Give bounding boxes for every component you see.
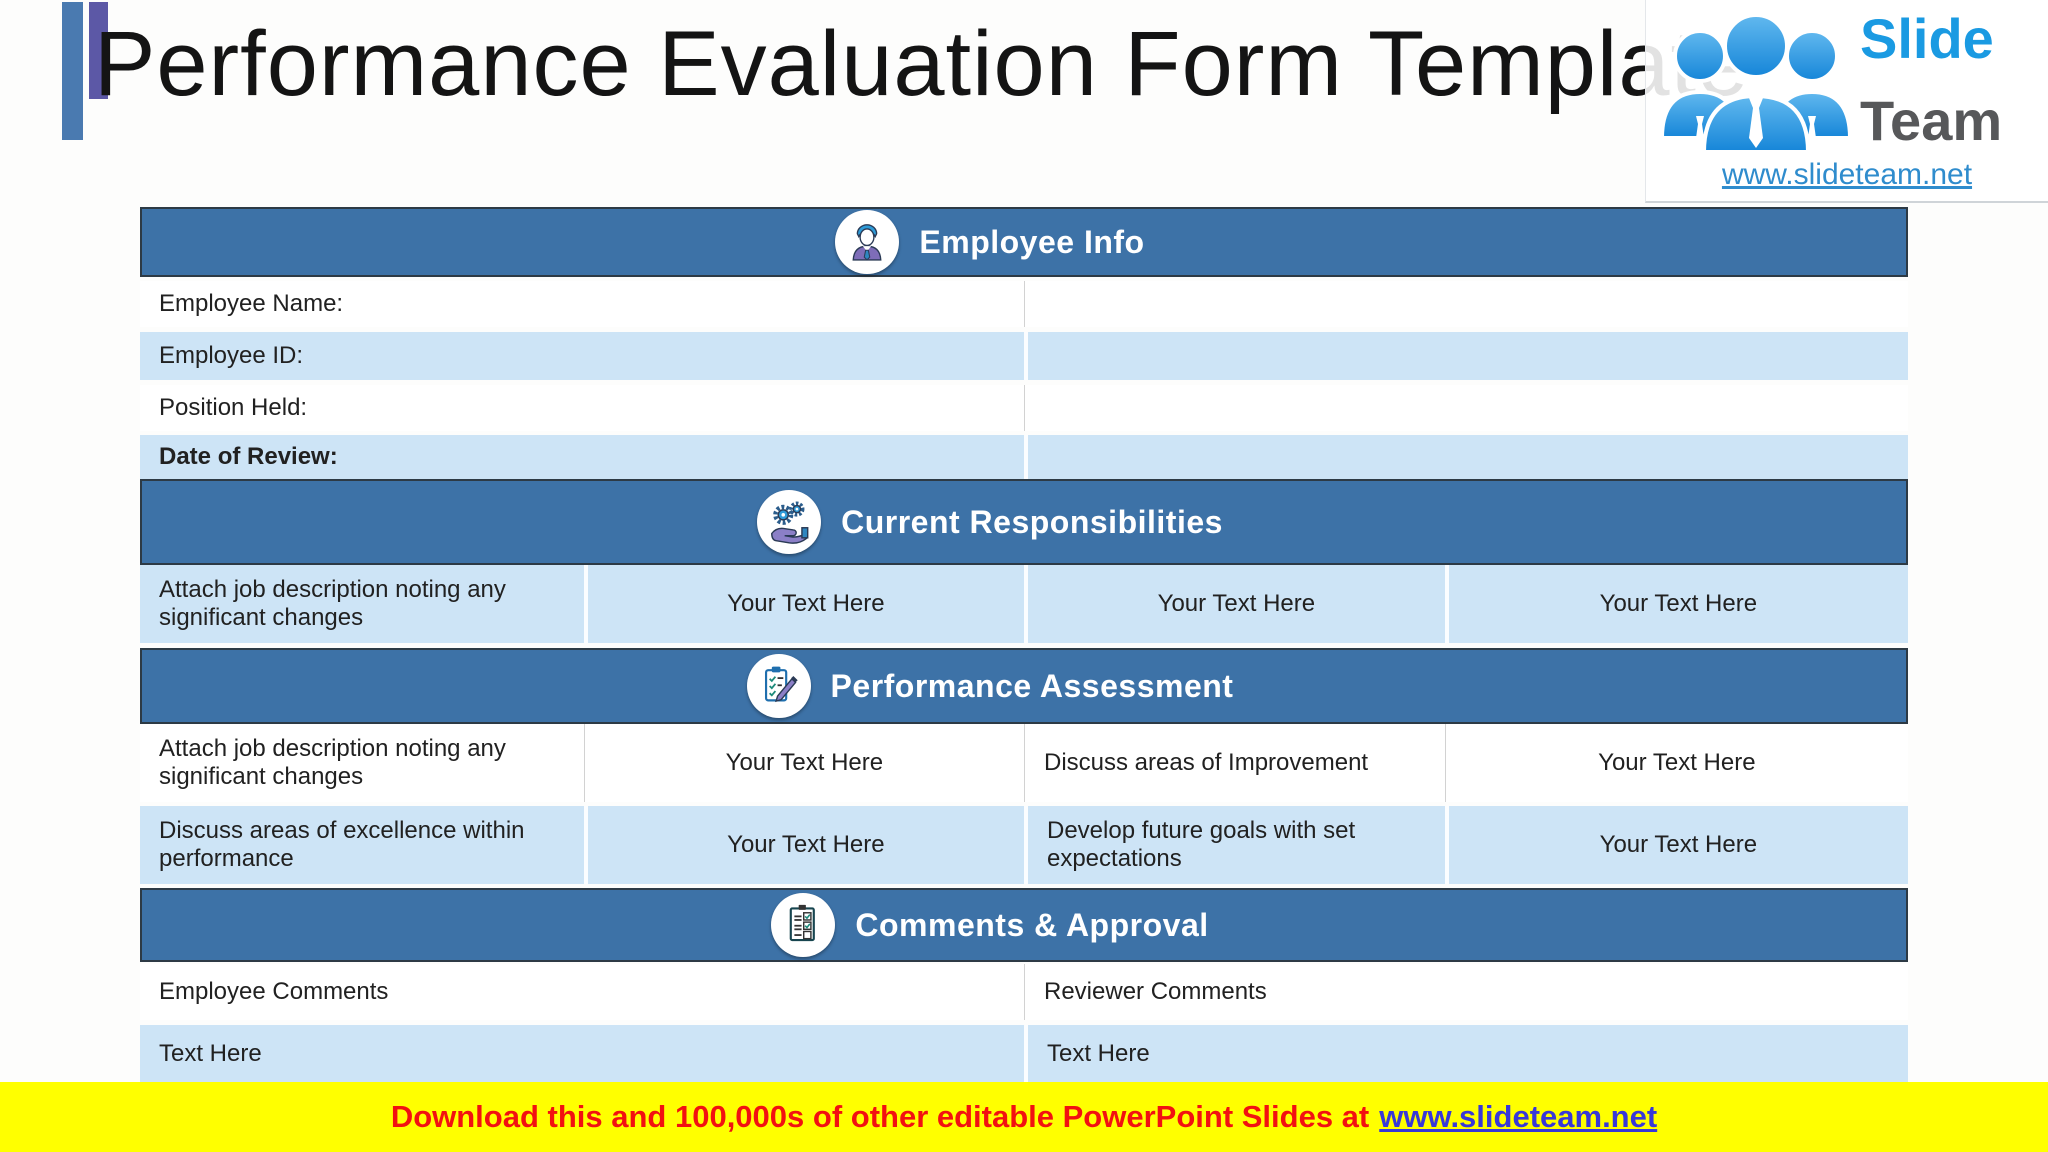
placeholder-cell[interactable]: Your Text Here (1444, 724, 1908, 802)
row-label-cell: Reviewer Comments (1024, 964, 1908, 1020)
row-label-cell: Discuss areas of Improvement (1023, 724, 1445, 802)
clipboard-list-icon (771, 893, 836, 957)
row-label-cell: Employee Comments (159, 978, 389, 1005)
row-label-cell: Discuss areas of excellence within perfo… (159, 817, 525, 872)
field-value[interactable] (1024, 385, 1908, 431)
placeholder-cell[interactable]: Text Here (1024, 1025, 1908, 1082)
field-label: Employee ID: (159, 342, 304, 369)
page-title: Performance Evaluation Form Template (94, 13, 1750, 115)
table-row: Attach job description noting any signif… (140, 724, 1908, 802)
field-label: Position Held: (159, 394, 308, 421)
field-value[interactable] (1024, 435, 1908, 479)
table-row: Employee Comments Reviewer Comments (140, 964, 1908, 1020)
download-promo-banner: Download this and 100,000s of other edit… (0, 1082, 2048, 1152)
field-label: Employee Name: (159, 290, 344, 317)
placeholder-cell[interactable]: Text Here (159, 1039, 262, 1067)
table-row: Date of Review: (140, 435, 1908, 479)
table-row: Employee Name: (140, 281, 1908, 327)
field-label: Date of Review: (159, 443, 338, 470)
field-value[interactable] (1024, 332, 1908, 380)
section-title: Current Responsibilities (841, 503, 1223, 540)
people-logo-icon (1659, 13, 1853, 154)
section-title: Performance Assessment (830, 667, 1234, 704)
row-label-cell: Attach job description noting any signif… (159, 735, 506, 790)
table-row: Attach job description noting any signif… (140, 565, 1908, 643)
section-title: Comments & Approval (855, 906, 1209, 943)
slideteam-logo: Slide Team www.slideteam.net (1645, 0, 2048, 203)
person-icon (835, 210, 900, 274)
placeholder-cell[interactable]: Your Text Here (1444, 806, 1908, 884)
placeholder-cell[interactable]: Your Text Here (1023, 565, 1445, 643)
placeholder-cell[interactable]: Your Text Here (583, 724, 1024, 802)
gears-hand-icon (757, 490, 822, 554)
logo-text-slide: Slide (1860, 7, 1994, 70)
section-title: Employee Info (919, 223, 1145, 260)
clipboard-pencil-icon (746, 654, 811, 718)
placeholder-cell[interactable]: Your Text Here (583, 806, 1024, 884)
row-label-cell: Develop future goals with set expectatio… (1023, 806, 1445, 884)
section-header-current-responsibilities: Current Responsibilities (140, 479, 1908, 565)
title-accent-bar-purple (89, 2, 108, 99)
row-label-cell: Attach job description noting any signif… (159, 576, 506, 631)
title-accent-bar-blue (62, 2, 83, 140)
table-row: Position Held: (140, 385, 1908, 431)
logo-text-team: Team (1860, 89, 2003, 152)
placeholder-cell[interactable]: Your Text Here (1444, 565, 1908, 643)
section-header-comments-approval: Comments & Approval (140, 888, 1908, 962)
field-value[interactable] (1024, 281, 1908, 327)
table-row: Discuss areas of excellence within perfo… (140, 806, 1908, 884)
promo-text: Download this and 100,000s of other edit… (390, 1099, 1370, 1134)
section-header-performance-assessment: Performance Assessment (140, 648, 1908, 724)
logo-site-link[interactable]: www.slideteam.net (1721, 158, 1973, 191)
section-header-employee-info: Employee Info (140, 207, 1908, 277)
promo-site-link[interactable]: www.slideteam.net (1379, 1099, 1658, 1134)
table-row: Text Here Text Here (140, 1025, 1908, 1082)
table-row: Employee ID: (140, 332, 1908, 380)
evaluation-form-table: Employee Info Employee Name: Employee ID… (140, 207, 1908, 1082)
placeholder-cell[interactable]: Your Text Here (583, 565, 1024, 643)
